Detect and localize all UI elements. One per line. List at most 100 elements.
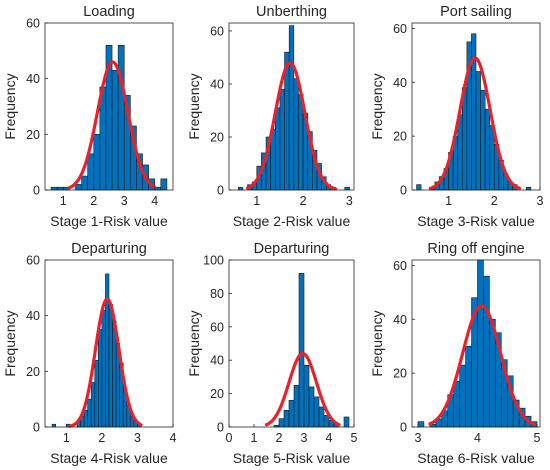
y-tick-label: 40 (210, 354, 224, 368)
histogram-bar (525, 187, 532, 191)
normal-fit-curve (428, 56, 522, 190)
x-axis-label: Stage 3-Risk value (417, 213, 535, 229)
x-tick-label: 3 (134, 431, 141, 445)
y-tick-label: 20 (210, 387, 224, 401)
panel-2: 1 2 3 0 20 40 60 Unberthing Stage 2-Risk value Fr… (186, 4, 355, 229)
histogram-bar (480, 90, 486, 191)
histogram-bar (279, 88, 285, 191)
histogram-bar (278, 418, 285, 428)
normal-fit-curve (67, 60, 157, 190)
x-tick-label: 2 (491, 194, 498, 208)
normal-fit-curve (245, 61, 338, 191)
x-tick-label: 4 (326, 431, 333, 445)
normal-fit-curve (68, 297, 143, 428)
y-tick-label: 20 (26, 128, 40, 142)
x-tick-label: 1 (251, 431, 258, 445)
histogram-bar (87, 153, 95, 191)
panel-title: Unberthing (256, 4, 327, 20)
histogram-bar (298, 94, 304, 191)
axes-box (44, 22, 174, 191)
x-tick-label: 5 (351, 431, 358, 445)
y-tick-label: 60 (393, 259, 407, 273)
panel-title: Ring off engine (427, 241, 524, 257)
histogram-bar (288, 25, 295, 191)
x-tick-label: 2 (90, 194, 97, 208)
histogram-bar (298, 273, 305, 428)
histogram-bar (477, 259, 484, 428)
normal-fit-curve (264, 351, 341, 427)
y-axis-label: Frequency (186, 310, 202, 376)
x-tick-label: 3 (537, 194, 544, 208)
histogram-bar (459, 364, 466, 428)
histogram-bar (160, 178, 168, 191)
histogram-bar (318, 406, 325, 428)
axes-box (44, 259, 174, 428)
y-tick-label: 20 (393, 367, 407, 381)
y-tick-label: 60 (26, 254, 40, 268)
y-tick-label: 60 (393, 22, 407, 36)
y-tick-label: 0 (217, 184, 224, 198)
histogram-bar (111, 70, 119, 191)
y-tick-label: 20 (26, 365, 40, 379)
histogram-bar (117, 44, 125, 191)
x-tick-label: 2 (276, 431, 283, 445)
histogram-bar (98, 329, 103, 428)
y-axis-label: Frequency (369, 73, 385, 139)
x-tick-label: 1 (445, 194, 452, 208)
y-axis-label: Frequency (186, 73, 202, 139)
x-axis-label: Stage 5-Risk value (233, 450, 351, 466)
histogram-bar (87, 398, 92, 428)
histogram-bar (475, 71, 481, 191)
y-tick-label: 100 (203, 254, 224, 268)
histogram-bar (56, 186, 64, 191)
panel-title: Departuring (71, 241, 147, 257)
x-tick-label: 1 (63, 431, 70, 445)
histogram-bar (288, 399, 295, 428)
y-tick-label: 40 (26, 72, 40, 86)
histogram-bar (313, 396, 320, 428)
histogram-bar (90, 382, 96, 428)
histogram-bar (83, 409, 88, 428)
y-tick-label: 40 (26, 309, 40, 323)
x-tick-label: 4 (151, 194, 158, 208)
y-axis-label: Frequency (2, 310, 18, 376)
histogram-bar (283, 409, 290, 428)
x-tick-label: 0 (226, 431, 233, 445)
histogram-bar (274, 107, 281, 191)
histogram-bar (417, 421, 425, 428)
x-tick-label: 3 (121, 194, 128, 208)
histogram-bar (465, 345, 472, 428)
histogram-bar (461, 87, 468, 191)
normal-fit-curve (428, 304, 536, 426)
panel-6: 3 4 5 0 20 40 60 Ring off engine Stage 6-Risk va… (369, 241, 541, 466)
y-tick-label: 0 (217, 421, 224, 435)
x-tick-label: 2 (300, 194, 307, 208)
y-tick-label: 0 (400, 184, 407, 198)
histogram-bar (94, 359, 99, 428)
x-tick-label: 3 (414, 431, 421, 445)
axes-box (411, 22, 541, 191)
histogram-bar (105, 273, 110, 428)
x-axis-label: Stage 1-Risk value (50, 213, 168, 229)
y-tick-label: 0 (33, 184, 40, 198)
histogram-bar (101, 309, 106, 428)
y-tick-label: 60 (210, 24, 224, 38)
histogram-bar (75, 184, 82, 191)
histogram-bar (51, 423, 56, 428)
panel-title: Departuring (254, 241, 330, 257)
axes-box (411, 259, 541, 428)
y-tick-label: 20 (210, 130, 224, 144)
y-tick-label: 40 (393, 76, 407, 90)
x-tick-label: 1 (60, 194, 67, 208)
y-tick-label: 40 (210, 77, 224, 91)
x-tick-label: 3 (301, 431, 308, 445)
x-axis-label: Stage 4-Risk value (50, 450, 168, 466)
histogram-bar (50, 186, 58, 191)
x-axis-label: Stage 6-Risk value (417, 450, 535, 466)
axes-box (228, 259, 355, 428)
y-axis-label: Frequency (2, 73, 18, 139)
histogram-bar (108, 304, 113, 428)
histogram-bar (81, 175, 88, 191)
x-tick-label: 4 (170, 431, 177, 445)
